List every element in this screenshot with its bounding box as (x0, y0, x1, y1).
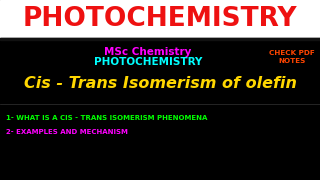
Text: 2- EXAMPLES AND MECHANISM: 2- EXAMPLES AND MECHANISM (6, 129, 128, 135)
Bar (0, 38, 320, 180)
Text: Cis - Trans Isomerism of olefin: Cis - Trans Isomerism of olefin (24, 76, 296, 91)
Text: PHOTOCHEMISTRY: PHOTOCHEMISTRY (94, 57, 202, 67)
Text: CHECK PDF
NOTES: CHECK PDF NOTES (269, 50, 315, 64)
Bar (0, 38, 320, 40)
Text: 1- WHAT IS A CIS - TRANS ISOMERISM PHENOMENA: 1- WHAT IS A CIS - TRANS ISOMERISM PHENO… (6, 115, 207, 121)
Text: PHOTOCHEMISTRY: PHOTOCHEMISTRY (23, 6, 297, 32)
Bar (0, 0, 320, 38)
Text: MSc Chemistry: MSc Chemistry (104, 47, 192, 57)
